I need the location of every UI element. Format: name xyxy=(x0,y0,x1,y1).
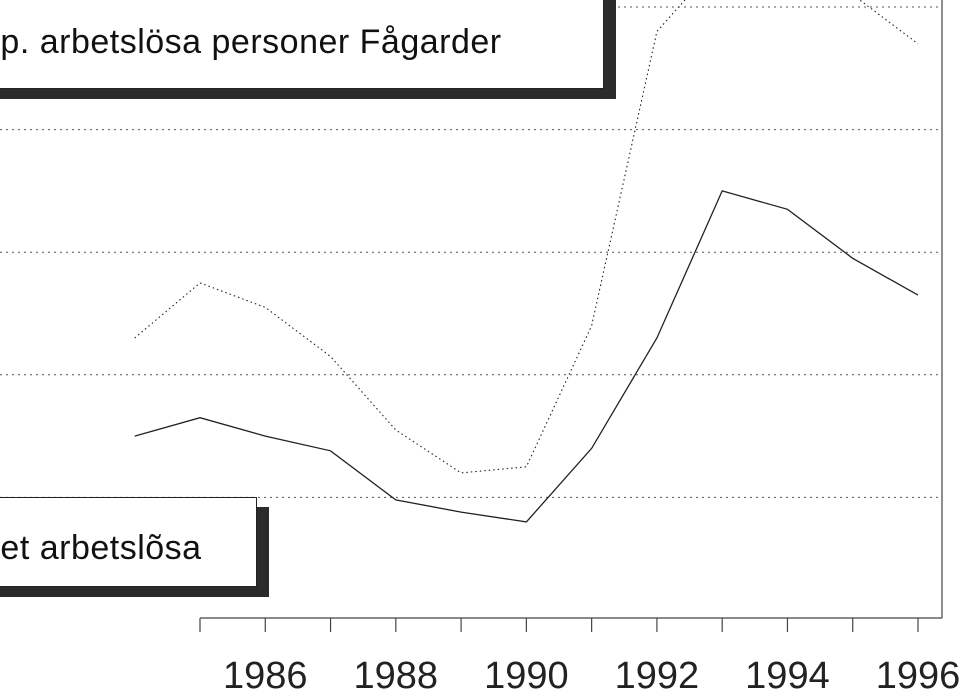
x-tick-label: 1992 xyxy=(615,655,700,694)
x-tick-label: 1990 xyxy=(484,655,569,694)
x-tick-label: 1996 xyxy=(876,655,961,694)
x-axis-ticks: 1986 1988 1990 1992 1994 1996 xyxy=(199,618,961,694)
legend-box-bottom: net arbetslõsa xyxy=(0,497,257,587)
x-tick-label: 1986 xyxy=(223,655,308,694)
x-tick-label: 1988 xyxy=(354,655,439,694)
legend-box-top: pp. arbetslösa personer Fågarder xyxy=(0,0,604,89)
x-tick-label: 1994 xyxy=(745,655,830,694)
series-line-2 xyxy=(134,190,919,523)
legend-label-bottom: net arbetslõsa xyxy=(0,529,202,567)
series-layer xyxy=(134,0,919,523)
legend-label-top: pp. arbetslösa personer Fågarder xyxy=(0,23,502,61)
